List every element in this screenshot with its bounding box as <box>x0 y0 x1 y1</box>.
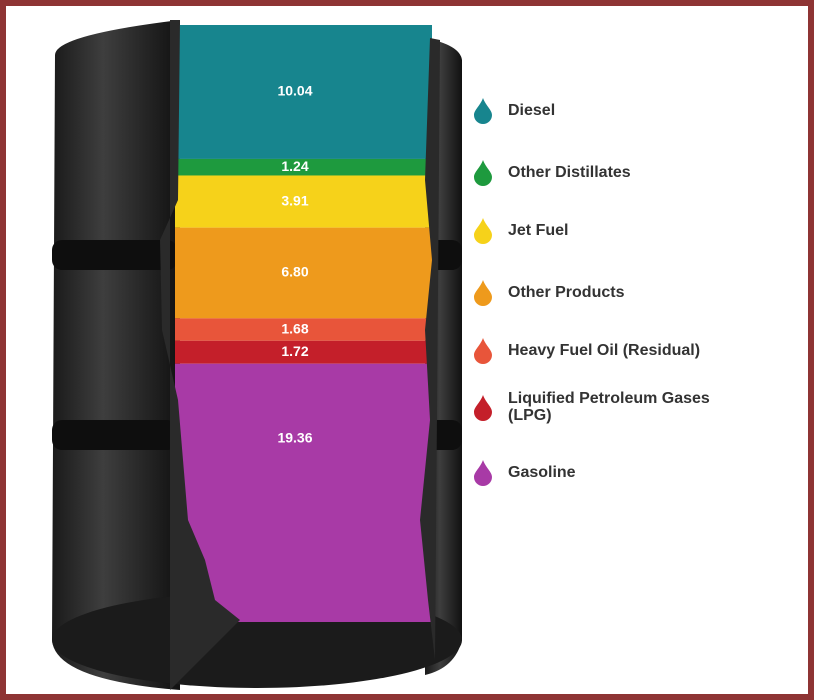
barrel-segment <box>175 318 432 341</box>
barrel-segment <box>175 363 432 622</box>
segment-label: 1.72 <box>281 343 308 359</box>
torn-edge <box>160 20 240 690</box>
segment-label: 1.68 <box>281 320 308 336</box>
legend-label: Gasoline <box>508 463 576 481</box>
legend-label: Liquified Petroleum Gases (LPG) <box>508 390 710 424</box>
legend-label: Heavy Fuel Oil (Residual) <box>508 341 701 359</box>
legend-item: Diesel <box>472 96 792 124</box>
legend-marker <box>474 218 492 244</box>
segment-label: 10.04 <box>277 83 312 99</box>
legend-marker <box>474 160 492 186</box>
segment-label: 3.91 <box>281 192 308 208</box>
chart: 10.04 1.24 3.91 6.80 1.68 1.72 19.36 <box>52 20 462 690</box>
legend-item: Jet Fuel <box>472 216 792 244</box>
legend-marker <box>474 98 492 124</box>
barrel-segment <box>175 175 432 228</box>
legend-marker <box>474 338 492 364</box>
barrel-segment <box>175 25 432 159</box>
segment-label: 6.80 <box>281 264 308 280</box>
legend-label: Diesel <box>508 101 556 119</box>
legend-item: Gasoline <box>472 458 792 486</box>
torn-edge <box>420 38 440 660</box>
legend-marker <box>474 395 492 421</box>
legend-label: Other Products <box>508 283 625 301</box>
legend-item: Other Products <box>472 278 792 306</box>
legend-item: Liquified Petroleum Gases (LPG) <box>472 390 792 424</box>
legend-marker <box>474 460 492 486</box>
legend-label: Other Distillates <box>508 163 631 181</box>
legend-marker <box>474 280 492 306</box>
barrel-segment <box>175 340 432 364</box>
legend-item: Heavy Fuel Oil (Residual) <box>472 336 792 364</box>
segment-label: 19.36 <box>277 429 312 445</box>
barrel-segment <box>175 227 432 319</box>
segment-label: 1.24 <box>281 158 308 174</box>
legend-item: Other Distillates <box>472 158 792 186</box>
legend-label: Jet Fuel <box>508 221 569 239</box>
barrel-segment <box>175 158 432 176</box>
